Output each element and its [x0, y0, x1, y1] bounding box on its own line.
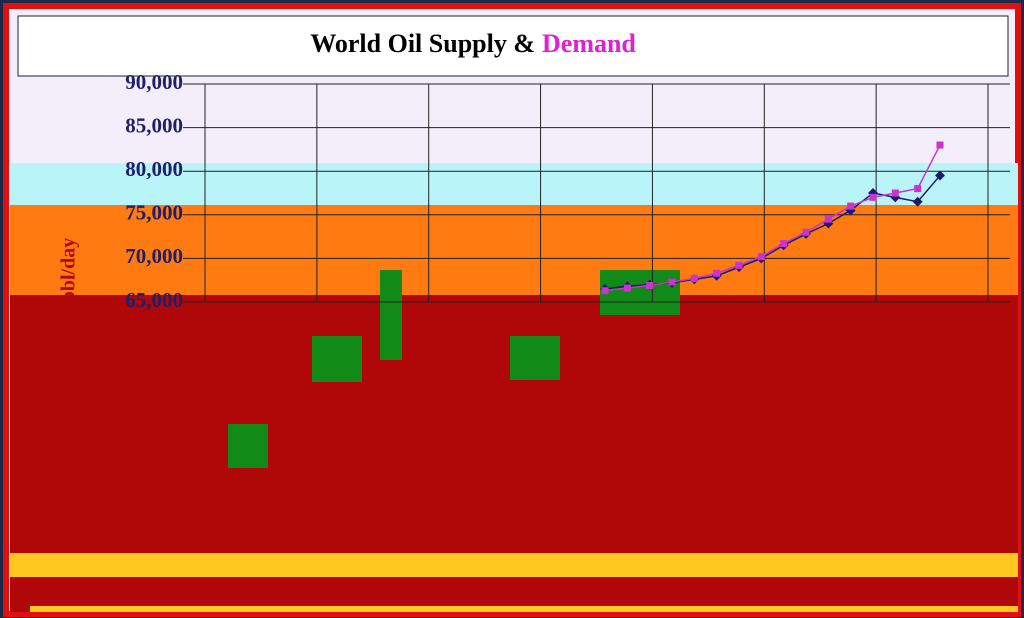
point [757, 253, 765, 261]
glitch-block [380, 270, 402, 360]
glitch-band [10, 553, 1018, 577]
point [646, 281, 654, 289]
point [735, 261, 743, 269]
series-line [604, 144, 941, 292]
point [824, 215, 832, 223]
y-tick-label: 80,000 [125, 157, 183, 181]
chart-title: World Oil Supply & [310, 29, 535, 58]
point [912, 196, 923, 207]
point [713, 269, 721, 277]
glitch-block [312, 336, 362, 382]
y-tick-label: 85,000 [125, 113, 183, 137]
point [601, 287, 609, 295]
glitch-band [10, 205, 1018, 295]
point [668, 278, 676, 286]
point [869, 193, 877, 201]
y-tick-label: 75,000 [125, 201, 183, 225]
glitch-block [228, 424, 268, 468]
y-tick-label: 65,000 [125, 288, 183, 312]
point [935, 170, 945, 181]
y-tick-label: 90,000 [125, 70, 183, 94]
y-axis-label: bbl/day [58, 238, 80, 302]
point [891, 189, 899, 197]
chart-title-highlight: Demand [542, 29, 636, 58]
y-tick-label: 70,000 [125, 244, 183, 268]
glitch-band [30, 606, 1018, 612]
title-box [17, 15, 1009, 77]
point [690, 274, 698, 282]
point [914, 185, 922, 193]
point [802, 228, 810, 236]
point [780, 240, 788, 248]
point [936, 141, 944, 149]
glitch-band [10, 163, 1018, 205]
glitch-block [510, 336, 560, 380]
point [623, 284, 631, 292]
glitch-block [600, 270, 680, 315]
point [847, 202, 855, 210]
